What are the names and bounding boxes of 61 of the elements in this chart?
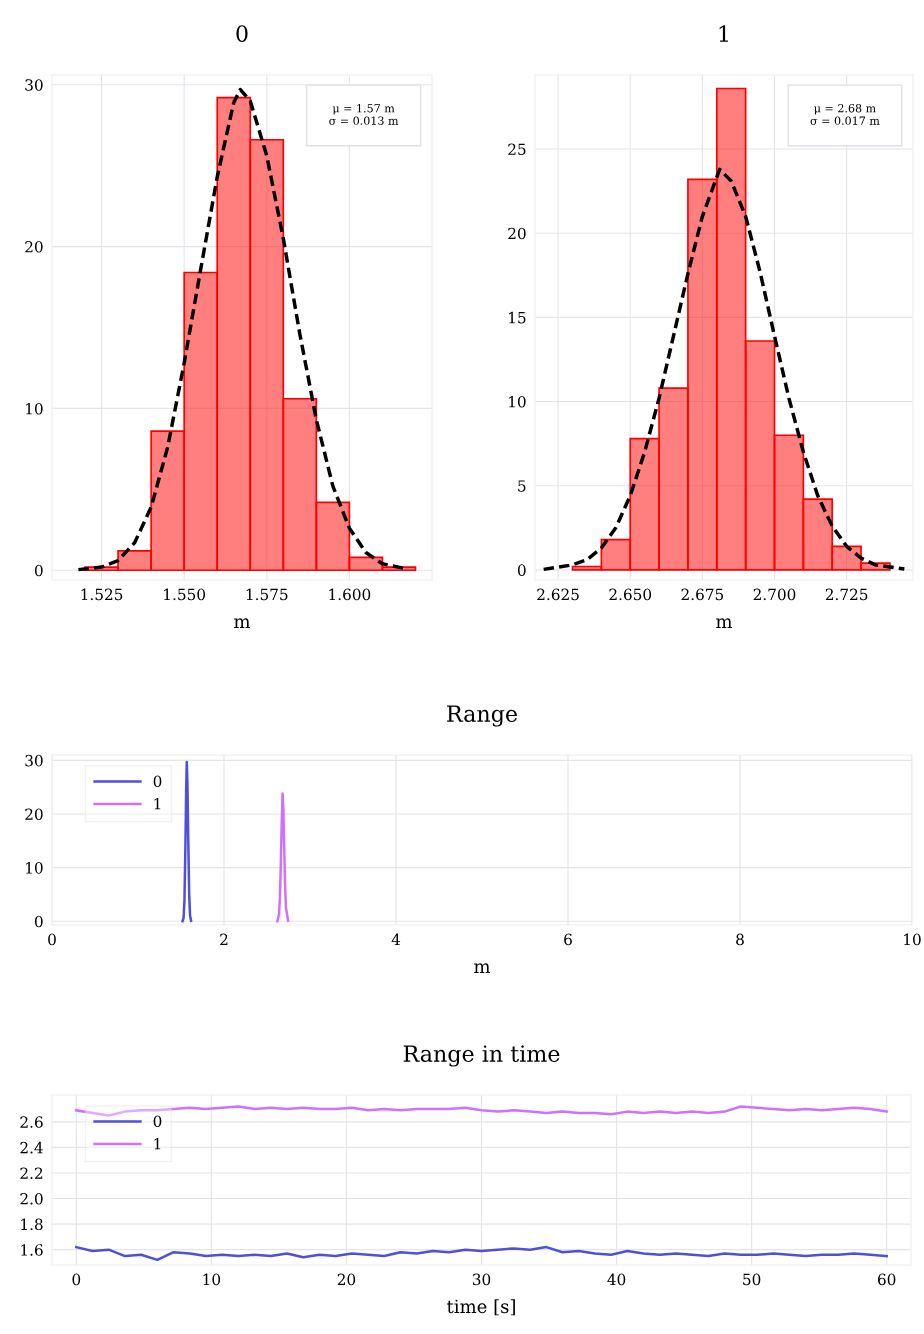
line-series xyxy=(75,1245,888,1262)
x-axis-title: m xyxy=(474,963,491,973)
y-tick-label: 0 xyxy=(517,564,526,576)
x-tick-label: 60 xyxy=(877,1273,896,1286)
x-tick-label: 50 xyxy=(743,1273,761,1286)
y-tick-label: 2.6 xyxy=(20,1116,43,1128)
line-series xyxy=(75,1105,888,1117)
annotation: μ = 1.57 m σ = 0.013 m xyxy=(329,104,399,125)
chart-title: 0 xyxy=(236,25,248,42)
legend-label: 0 xyxy=(153,775,162,788)
x-axis-title: time [s] xyxy=(447,1299,515,1316)
x-tick-label: 2.675 xyxy=(681,588,724,601)
y-tick-label: 1.8 xyxy=(21,1218,43,1231)
x-tick-label: 40 xyxy=(607,1273,626,1286)
x-tick-label: 0 xyxy=(48,933,56,946)
y-tick-label: 10 xyxy=(509,396,526,408)
chart-title: Range xyxy=(447,705,517,727)
y-tick-label: 25 xyxy=(508,143,526,156)
annotation: μ = 2.68 m σ = 0.017 m xyxy=(810,104,880,125)
x-axis-title: m xyxy=(716,618,733,628)
x-tick-label: 30 xyxy=(472,1273,491,1286)
y-tick-label: 2.0 xyxy=(20,1193,43,1205)
chart-title: 1 xyxy=(719,25,728,42)
chart-title: Range in time xyxy=(403,1045,560,1067)
y-tick-label: 2.2 xyxy=(20,1167,43,1179)
y-tick-label: 20 xyxy=(508,227,526,240)
y-tick-label: 20 xyxy=(25,808,43,821)
x-tick-label: 6 xyxy=(564,933,572,946)
line-series xyxy=(181,760,193,923)
legend-label: 1 xyxy=(154,1137,161,1150)
y-tick-label: 1.6 xyxy=(21,1244,43,1256)
x-tick-label: 2.625 xyxy=(537,588,579,601)
line-series xyxy=(541,167,907,572)
x-tick-label: 2.650 xyxy=(609,588,652,601)
x-tick-label: 0 xyxy=(72,1273,81,1286)
x-tick-label: 1.575 xyxy=(246,588,288,601)
x-tick-label: 10 xyxy=(904,933,921,946)
x-tick-label: 20 xyxy=(337,1273,356,1286)
x-tick-label: 1.600 xyxy=(329,588,371,601)
legend-label: 1 xyxy=(154,797,161,810)
y-tick-label: 30 xyxy=(25,754,43,767)
y-tick-label: 30 xyxy=(25,79,43,91)
y-tick-label: 10 xyxy=(26,402,43,415)
y-tick-label: 2.4 xyxy=(20,1141,43,1154)
x-tick-label: 2 xyxy=(220,933,228,945)
y-tick-label: 20 xyxy=(25,241,43,253)
x-tick-label: 4 xyxy=(391,933,401,945)
y-tick-label: 15 xyxy=(509,311,526,324)
legend-label: 0 xyxy=(153,1115,162,1128)
y-tick-label: 0 xyxy=(34,564,43,577)
x-tick-label: 2.725 xyxy=(825,588,868,601)
x-tick-label: 1.525 xyxy=(81,588,123,601)
x-axis-title: m xyxy=(234,618,251,628)
x-tick-label: 2.700 xyxy=(753,588,796,601)
y-tick-label: 0 xyxy=(34,915,43,928)
y-tick-label: 10 xyxy=(26,862,43,874)
x-tick-label: 8 xyxy=(736,933,744,946)
y-tick-label: 5 xyxy=(518,480,526,492)
line-series xyxy=(276,792,290,923)
x-tick-label: 1.550 xyxy=(164,588,206,601)
x-tick-label: 10 xyxy=(203,1273,221,1286)
